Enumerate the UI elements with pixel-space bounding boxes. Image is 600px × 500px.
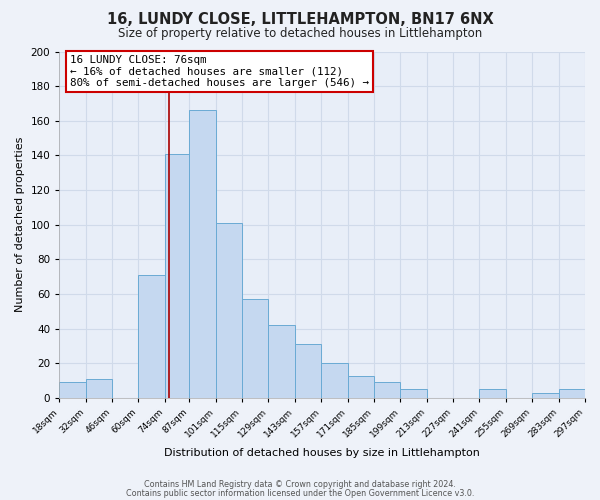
- Bar: [59, 382, 86, 398]
- Text: 16 LUNDY CLOSE: 76sqm
← 16% of detached houses are smaller (112)
80% of semi-det: 16 LUNDY CLOSE: 76sqm ← 16% of detached …: [70, 55, 369, 88]
- Text: Contains HM Land Registry data © Crown copyright and database right 2024.: Contains HM Land Registry data © Crown c…: [144, 480, 456, 489]
- Bar: [268, 326, 295, 398]
- Text: Size of property relative to detached houses in Littlehampton: Size of property relative to detached ho…: [118, 28, 482, 40]
- Bar: [479, 390, 506, 398]
- Bar: [321, 364, 347, 398]
- Bar: [190, 110, 216, 398]
- Bar: [374, 382, 400, 398]
- Bar: [139, 275, 165, 398]
- X-axis label: Distribution of detached houses by size in Littlehampton: Distribution of detached houses by size …: [164, 448, 480, 458]
- Bar: [347, 376, 374, 398]
- Bar: [165, 154, 190, 398]
- Text: Contains public sector information licensed under the Open Government Licence v3: Contains public sector information licen…: [126, 488, 474, 498]
- Bar: [400, 390, 427, 398]
- Bar: [216, 223, 242, 398]
- Bar: [532, 393, 559, 398]
- Bar: [86, 379, 112, 398]
- Text: 16, LUNDY CLOSE, LITTLEHAMPTON, BN17 6NX: 16, LUNDY CLOSE, LITTLEHAMPTON, BN17 6NX: [107, 12, 493, 28]
- Bar: [242, 300, 268, 398]
- Bar: [295, 344, 321, 398]
- Y-axis label: Number of detached properties: Number of detached properties: [15, 137, 25, 312]
- Bar: [559, 390, 585, 398]
